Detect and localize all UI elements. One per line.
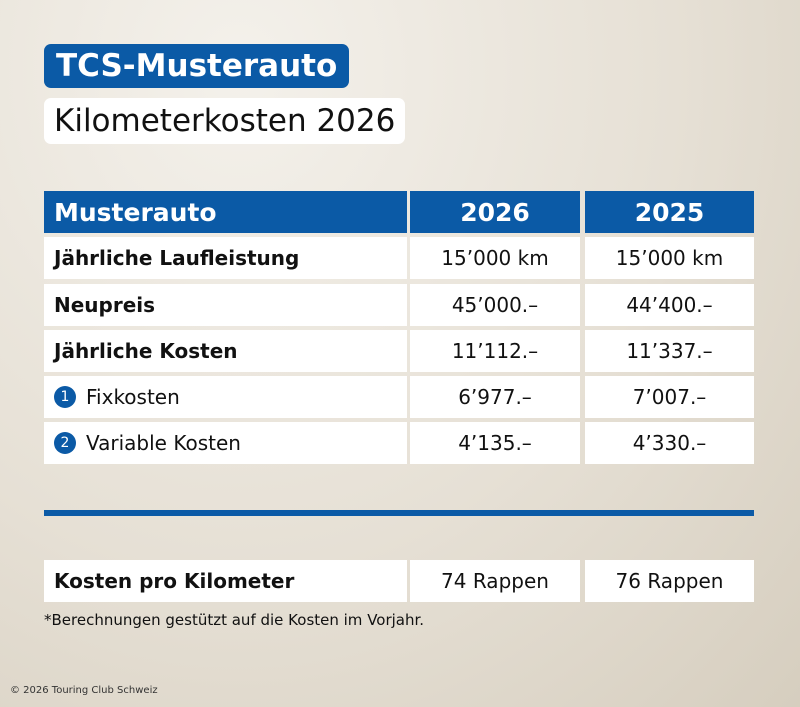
- column-header: 2026: [410, 191, 580, 233]
- summary-value: 76 Rappen: [585, 560, 754, 602]
- value-cell: 11’112.–: [410, 330, 580, 372]
- column-header: 2025: [585, 191, 754, 233]
- column-header: Musterauto: [44, 191, 407, 233]
- value-cell: 45’000.–: [410, 284, 580, 326]
- value-cell: 15’000 km: [410, 237, 580, 279]
- value-cell: 15’000 km: [585, 237, 754, 279]
- value-cell: 6’977.–: [410, 376, 580, 418]
- subtitle: Kilometerkosten 2026: [44, 98, 406, 144]
- copyright: © 2026 Touring Club Schweiz: [10, 684, 158, 696]
- row-label-cell: Jährliche Kosten: [44, 330, 407, 372]
- value-cell: 4’135.–: [410, 422, 580, 464]
- row-label: Neupreis: [54, 293, 156, 317]
- value-cell: 7’007.–: [585, 376, 754, 418]
- row-label-cell: Jährliche Laufleistung: [44, 237, 407, 279]
- row-label: Jährliche Kosten: [54, 339, 238, 363]
- row-label: Fixkosten: [86, 385, 180, 409]
- footnote: *Berechnungen gestützt auf die Kosten im…: [44, 611, 425, 629]
- divider: [44, 510, 754, 516]
- summary-value: 74 Rappen: [410, 560, 580, 602]
- title: TCS-Musterauto: [44, 44, 350, 88]
- row-label: Variable Kosten: [86, 431, 241, 455]
- row-label-cell: 2 Variable Kosten: [44, 422, 407, 464]
- row-label: Jährliche Laufleistung: [54, 246, 300, 270]
- row-label-cell: Neupreis: [44, 284, 407, 326]
- value-cell: 4’330.–: [585, 422, 754, 464]
- marker: 2: [54, 432, 76, 454]
- summary-label: Kosten pro Kilometer: [44, 560, 407, 602]
- marker: 1: [54, 386, 76, 408]
- value-cell: 11’337.–: [585, 330, 754, 372]
- row-label-cell: 1 Fixkosten: [44, 376, 407, 418]
- value-cell: 44’400.–: [585, 284, 754, 326]
